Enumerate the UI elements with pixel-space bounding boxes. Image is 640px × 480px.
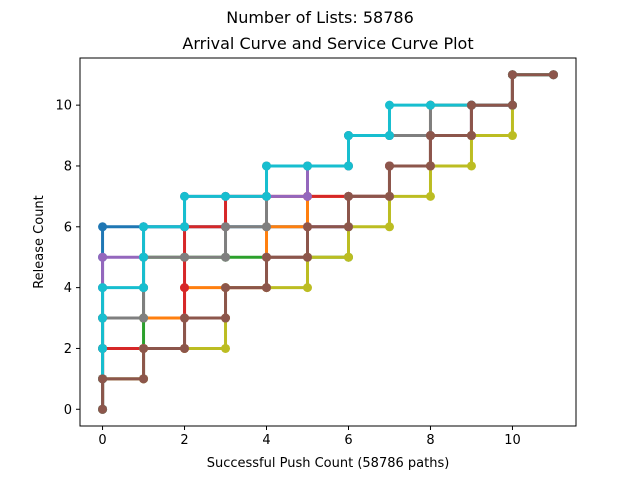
y-axis-ticks: 0 2 4 6 8 10	[55, 99, 80, 418]
data-point	[384, 222, 394, 232]
data-point	[384, 100, 394, 110]
data-point	[180, 222, 190, 232]
data-point	[344, 252, 353, 262]
data-point	[98, 283, 108, 293]
data-point	[384, 161, 394, 171]
data-point	[262, 222, 272, 232]
data-point	[344, 131, 353, 141]
y-tick-label: 4	[64, 281, 72, 296]
y-tick-label: 0	[64, 403, 72, 418]
data-point	[507, 100, 517, 110]
data-point	[139, 222, 149, 232]
plot-area	[98, 70, 558, 414]
data-point	[303, 283, 312, 293]
chart-suptitle: Number of Lists: 58786	[226, 8, 414, 27]
data-point	[466, 161, 476, 171]
data-point	[262, 283, 272, 293]
data-point	[98, 222, 108, 232]
data-point	[98, 252, 108, 262]
y-tick-label: 2	[64, 342, 72, 357]
data-point	[262, 161, 272, 171]
data-point	[507, 131, 517, 141]
data-point	[507, 70, 517, 80]
data-point	[139, 252, 149, 262]
data-point	[98, 313, 108, 323]
data-point	[262, 252, 272, 262]
data-point	[303, 252, 312, 262]
y-axis-label: Release Count	[32, 195, 47, 289]
data-point	[466, 131, 476, 141]
data-point	[98, 343, 108, 353]
data-point	[139, 374, 149, 384]
data-point	[466, 100, 476, 110]
data-point	[384, 131, 394, 141]
x-tick-label: 8	[426, 433, 434, 448]
data-point	[221, 313, 231, 323]
x-axis-ticks: 0 2 4 6 8 10	[98, 426, 521, 448]
data-point	[98, 374, 108, 384]
data-point	[180, 252, 190, 262]
data-point	[548, 70, 558, 80]
data-point	[221, 222, 231, 232]
data-point	[139, 313, 149, 323]
data-point	[303, 161, 312, 171]
x-axis-label: Successful Push Count (58786 paths)	[207, 456, 450, 471]
data-point	[344, 161, 353, 171]
data-point	[180, 191, 190, 201]
x-tick-label: 10	[504, 433, 521, 448]
data-point	[344, 191, 353, 201]
data-point	[180, 283, 190, 293]
data-point	[139, 343, 149, 353]
x-tick-label: 2	[180, 433, 188, 448]
data-point	[180, 343, 190, 353]
y-tick-label: 6	[64, 220, 72, 235]
x-tick-label: 0	[98, 433, 106, 448]
data-point	[425, 100, 435, 110]
data-point	[98, 404, 108, 414]
data-point	[344, 222, 353, 232]
data-point	[384, 191, 394, 201]
x-tick-label: 6	[344, 433, 352, 448]
data-point	[221, 283, 231, 293]
data-point	[303, 222, 312, 232]
chart-title: Arrival Curve and Service Curve Plot	[182, 34, 473, 53]
x-tick-label: 4	[262, 433, 270, 448]
data-point	[221, 191, 231, 201]
y-tick-label: 8	[64, 159, 72, 174]
axes-frame	[79, 57, 577, 427]
y-tick-label: 10	[55, 99, 72, 114]
data-point	[425, 161, 435, 171]
data-point	[221, 252, 231, 262]
data-point	[180, 313, 190, 323]
data-point	[139, 283, 149, 293]
series-10	[98, 70, 558, 414]
data-point	[221, 343, 231, 353]
data-point	[303, 191, 312, 201]
data-point	[425, 131, 435, 141]
data-point	[425, 191, 435, 201]
data-point	[262, 191, 272, 201]
